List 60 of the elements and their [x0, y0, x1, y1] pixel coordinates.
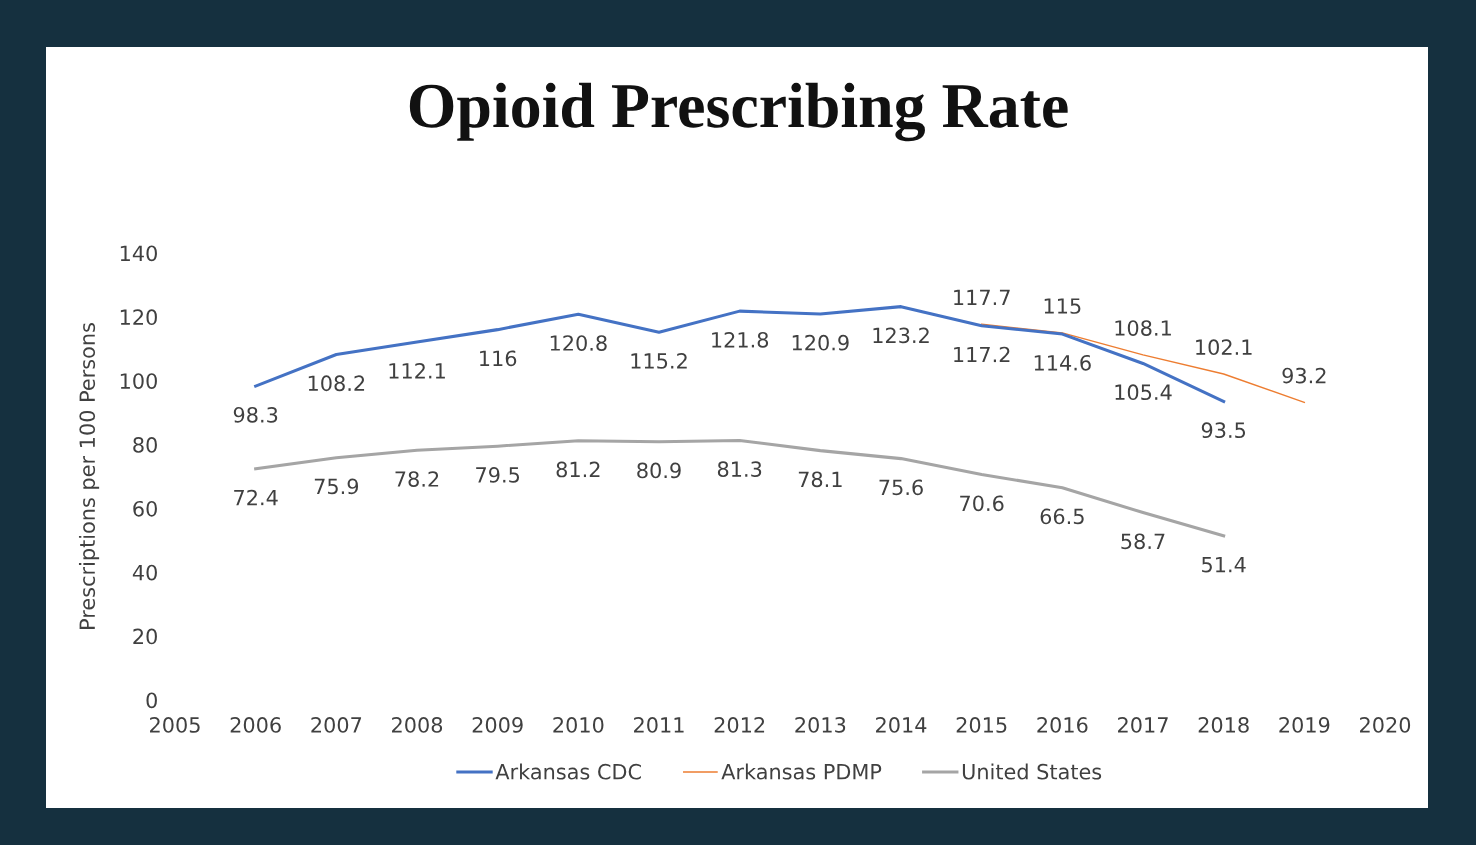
- data-label: 117.2: [954, 346, 1010, 363]
- y-tick-label: 20: [133, 628, 157, 645]
- data-label: 120.8: [550, 335, 607, 351]
- data-label: 93.2: [1282, 367, 1326, 384]
- x-tick-label: 2005: [150, 717, 200, 733]
- data-label: 58.7: [1121, 533, 1165, 550]
- data-label: 108.1: [1115, 320, 1171, 336]
- data-label: 115: [1044, 298, 1081, 314]
- data-label: 78.2: [395, 471, 439, 487]
- data-label: 78.1: [798, 471, 842, 488]
- y-tick-label: 120: [120, 309, 157, 326]
- x-tick-label: 2008: [392, 717, 443, 733]
- legend-label: Arkansas CDC: [495, 763, 641, 780]
- data-label: 75.6: [879, 479, 923, 496]
- data-label: 81.2: [556, 461, 600, 478]
- y-axis-title: Prescriptions per 100 Persons: [78, 323, 100, 629]
- y-tick-label: 140: [120, 245, 157, 262]
- data-label: 98.3: [233, 406, 278, 423]
- data-label: 120.9: [792, 334, 849, 351]
- data-label: 81.3: [717, 461, 762, 478]
- data-label: 51.4: [1202, 557, 1246, 573]
- data-label: 66.5: [1040, 508, 1084, 525]
- data-label: 115.2: [631, 353, 687, 369]
- data-label: 108.2: [308, 375, 365, 392]
- y-tick-label: 80: [133, 437, 157, 453]
- x-tick-label: 2006: [230, 717, 281, 733]
- data-label: 105.4: [1115, 384, 1172, 401]
- y-tick-label: 60: [133, 500, 157, 517]
- x-tick-label: 2015: [956, 717, 1007, 733]
- data-label: 112.1: [389, 362, 445, 379]
- data-label: 116: [480, 350, 517, 367]
- data-label: 117.7: [954, 289, 1010, 305]
- data-label: 72.4: [234, 489, 278, 506]
- y-tick-label: 40: [132, 564, 157, 581]
- y-tick-label: 0: [146, 692, 157, 709]
- x-tick-label: 2013: [795, 717, 846, 733]
- chart-title: Opioid Prescribing Rate: [409, 82, 1068, 142]
- x-tick-label: 2018: [1198, 717, 1249, 733]
- x-tick-label: 2011: [634, 717, 684, 733]
- data-label: 114.6: [1034, 354, 1091, 371]
- x-tick-label: 2017: [1118, 717, 1168, 733]
- data-label: 80.9: [637, 462, 681, 479]
- data-label: 102.1: [1196, 339, 1252, 356]
- data-label: 123.2: [873, 327, 929, 344]
- x-tick-label: 2016: [1037, 717, 1088, 733]
- x-tick-label: 2012: [714, 717, 765, 733]
- x-tick-label: 2014: [876, 717, 927, 733]
- data-label: 93.5: [1201, 422, 1246, 439]
- data-label: 70.6: [960, 495, 1004, 512]
- data-label: 79.5: [476, 467, 520, 483]
- x-tick-label: 2020: [1360, 717, 1411, 733]
- x-tick-label: 2019: [1279, 717, 1330, 733]
- data-label: 75.9: [314, 478, 359, 495]
- x-tick-label: 2007: [311, 717, 362, 733]
- x-tick-label: 2010: [553, 717, 604, 733]
- data-label: 121.8: [712, 331, 769, 348]
- x-tick-label: 2009: [472, 717, 523, 733]
- legend-label: United States: [962, 763, 1102, 780]
- y-tick-label: 100: [120, 373, 157, 389]
- legend-label: Arkansas PDMP: [721, 763, 882, 780]
